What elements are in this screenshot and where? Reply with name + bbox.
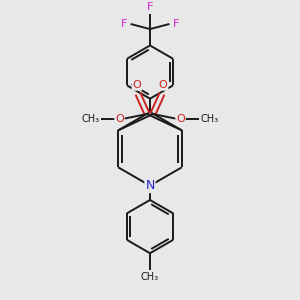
Text: F: F	[147, 2, 153, 12]
Text: F: F	[121, 19, 127, 29]
Text: O: O	[176, 114, 185, 124]
Text: N: N	[145, 179, 155, 192]
Text: O: O	[159, 80, 167, 90]
Text: O: O	[115, 114, 124, 124]
Text: CH₃: CH₃	[200, 114, 218, 124]
Text: CH₃: CH₃	[141, 272, 159, 282]
Text: CH₃: CH₃	[82, 114, 100, 124]
Text: O: O	[133, 80, 141, 90]
Text: F: F	[173, 19, 179, 29]
